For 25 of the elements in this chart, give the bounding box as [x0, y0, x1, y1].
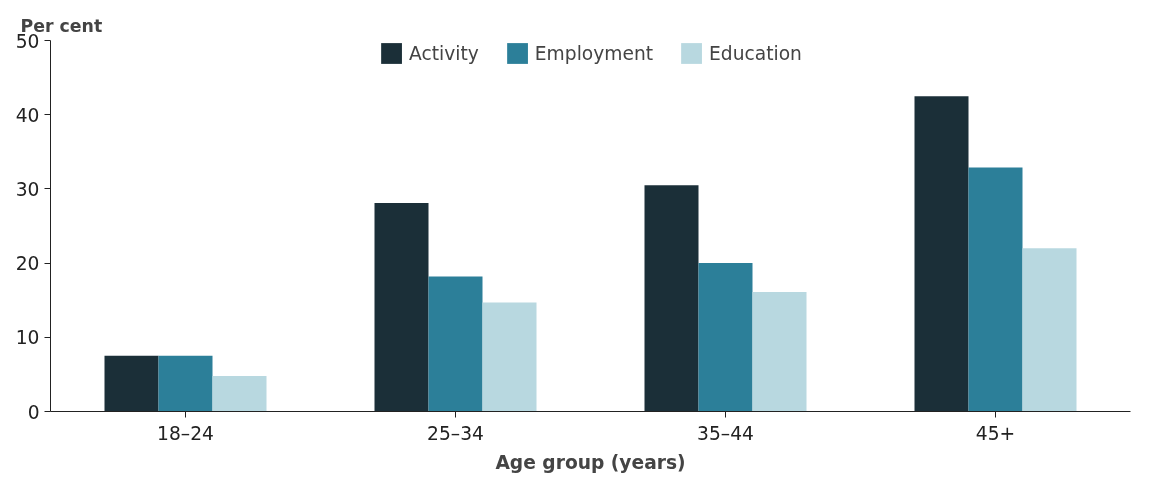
- legend-label: Employment: [534, 42, 654, 64]
- bar: [644, 185, 699, 412]
- bar: [482, 302, 537, 412]
- bar: [104, 355, 159, 412]
- bar: [374, 203, 429, 412]
- y-tick-label: 20: [15, 253, 40, 275]
- bar: [968, 167, 1023, 412]
- legend-label: Activity: [409, 42, 479, 64]
- bar: [914, 96, 969, 412]
- x-axis-title: Age group (years): [495, 451, 686, 473]
- y-tick-label: 30: [15, 178, 40, 200]
- bar: [212, 375, 267, 412]
- bar: [428, 276, 483, 412]
- bar: [698, 263, 753, 412]
- bar: [1022, 248, 1077, 412]
- y-tick-label: 10: [15, 327, 40, 349]
- x-tick-label: 45+: [975, 422, 1016, 444]
- x-tick-label: 18–24: [157, 422, 214, 444]
- x-tick-label: 35–44: [697, 422, 754, 444]
- x-tick-label: 25–34: [427, 422, 484, 444]
- bar: [752, 292, 807, 412]
- y-tick-label: 40: [15, 104, 40, 126]
- bar: [158, 355, 213, 412]
- y-tick-label: 0: [27, 401, 40, 423]
- legend-label: Education: [709, 42, 802, 64]
